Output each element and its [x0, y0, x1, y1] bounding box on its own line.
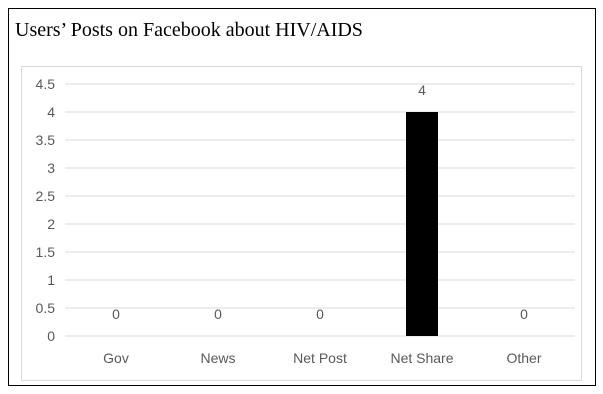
y-tick-label: 0.5: [36, 300, 56, 316]
data-label: 0: [520, 306, 528, 322]
y-tick-label: 2: [47, 216, 55, 232]
y-tick-label: 1.5: [36, 244, 56, 260]
bar-net-share: [406, 112, 438, 336]
y-tick-label: 4: [47, 104, 55, 120]
data-labels: 0 0 0 4 0: [112, 82, 528, 322]
data-label: 4: [418, 82, 426, 98]
x-tick-label: Net Post: [293, 350, 347, 366]
y-tick-label: 4.5: [36, 76, 56, 92]
chart-title: Users’ Posts on Facebook about HIV/AIDS: [15, 19, 363, 41]
x-tick-label: Gov: [103, 350, 129, 366]
y-tick-label: 1: [47, 272, 55, 288]
gridlines: [65, 83, 575, 337]
y-axis-ticks: 0 0.5 1 1.5 2 2.5 3 3.5 4 4.5: [36, 76, 56, 344]
y-tick-label: 2.5: [36, 188, 56, 204]
x-axis-ticks: Gov News Net Post Net Share Other: [103, 350, 542, 366]
x-tick-label: News: [200, 350, 235, 366]
y-tick-label: 0: [47, 328, 55, 344]
x-tick-label: Net Share: [390, 350, 453, 366]
data-label: 0: [112, 306, 120, 322]
data-label: 0: [316, 306, 324, 322]
y-tick-label: 3.5: [36, 132, 56, 148]
y-tick-label: 3: [47, 160, 55, 176]
data-label: 0: [214, 306, 222, 322]
bars: [406, 112, 438, 336]
x-tick-label: Other: [506, 350, 541, 366]
